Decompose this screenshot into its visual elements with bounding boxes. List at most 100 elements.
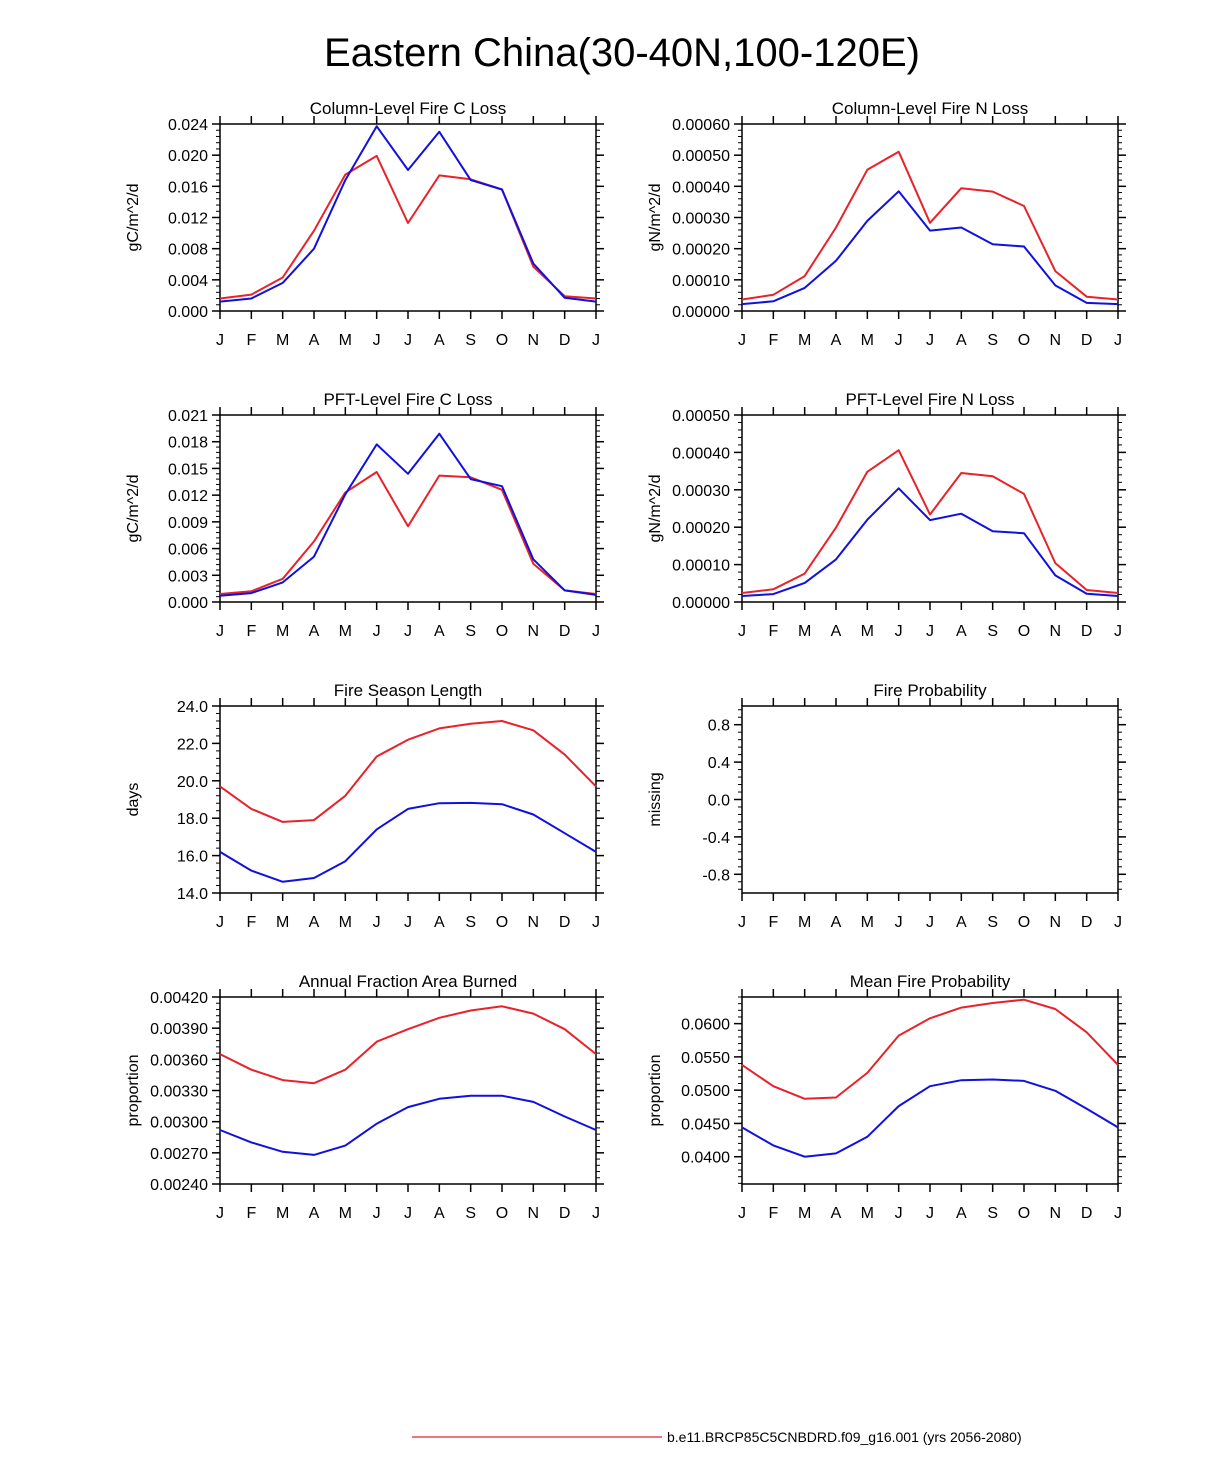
x-tick-label: S xyxy=(987,914,998,931)
y-tick-label: 0.024 xyxy=(168,117,208,134)
y-tick-label: 0.00040 xyxy=(672,445,730,462)
x-tick-label: J xyxy=(216,1205,224,1222)
x-tick-label: M xyxy=(276,914,289,931)
x-tick-label: F xyxy=(246,332,256,349)
y-tick-label: 0.0400 xyxy=(681,1150,730,1167)
series-line-blue xyxy=(219,801,597,883)
chart-panel-3: J F M A M J J A S O N D J 0.000 0.003 0.006 0.009 0.012 0.… xyxy=(125,390,604,640)
x-tick-label: S xyxy=(987,332,998,349)
y-axis-label: gC/m^2/d xyxy=(125,184,142,252)
x-tick-label: A xyxy=(434,1205,445,1222)
y-tick-label: 0.004 xyxy=(168,273,208,290)
y-tick-label: 0.00390 xyxy=(150,1021,208,1038)
y-tick-label: 0.021 xyxy=(168,408,208,425)
chart-title: PFT-Level Fire N Loss xyxy=(845,390,1014,409)
chart-panel-8: J F M A M J J A S O N D J 0.0400 0.0450 0.0500 0.0550 0.0… xyxy=(647,972,1126,1222)
y-tick-label: 0.0 xyxy=(708,793,730,810)
y-tick-label: 0.0600 xyxy=(681,1017,730,1034)
x-tick-label: M xyxy=(798,1205,811,1222)
plot-frame xyxy=(219,123,597,312)
y-tick-label: 0.012 xyxy=(168,488,208,505)
y-axis-label: days xyxy=(125,783,142,817)
x-tick-label: O xyxy=(496,914,508,931)
x-tick-label: A xyxy=(434,332,445,349)
x-tick-label: N xyxy=(1050,914,1062,931)
y-tick-label: 0.00020 xyxy=(672,242,730,259)
y-tick-label: 0.016 xyxy=(168,179,208,196)
x-tick-label: O xyxy=(496,623,508,640)
y-tick-label: 16.0 xyxy=(177,849,208,866)
series-line-red xyxy=(219,720,597,823)
y-axis-label: missing xyxy=(647,772,664,826)
y-tick-label: 0.018 xyxy=(168,435,208,452)
y-axis-label: proportion xyxy=(125,1054,142,1126)
x-tick-label: A xyxy=(309,623,320,640)
x-tick-label: N xyxy=(528,914,540,931)
y-tick-label: 0.0550 xyxy=(681,1050,730,1067)
x-tick-label: O xyxy=(1018,623,1030,640)
y-tick-label: 18.0 xyxy=(177,811,208,828)
y-tick-label: 0.0450 xyxy=(681,1116,730,1133)
x-tick-label: J xyxy=(1114,914,1122,931)
x-tick-label: J xyxy=(404,332,412,349)
x-tick-label: A xyxy=(434,623,445,640)
series-line-red xyxy=(219,1005,597,1085)
x-tick-label: A xyxy=(956,914,967,931)
x-tick-label: J xyxy=(592,914,600,931)
chart-title: Annual Fraction Area Burned xyxy=(299,972,517,991)
x-tick-label: D xyxy=(559,332,571,349)
y-tick-label: 0.00030 xyxy=(672,483,730,500)
y-tick-label: 0.00270 xyxy=(150,1146,208,1163)
x-tick-label: M xyxy=(276,623,289,640)
y-tick-label: 0.008 xyxy=(168,242,208,259)
y-tick-label: 0.020 xyxy=(168,148,208,165)
x-tick-label: J xyxy=(373,332,381,349)
x-tick-label: A xyxy=(309,332,320,349)
x-tick-label: M xyxy=(861,914,874,931)
x-tick-label: J xyxy=(926,1205,934,1222)
y-tick-label: 0.00360 xyxy=(150,1052,208,1069)
series-line-red xyxy=(219,471,597,595)
x-tick-label: J xyxy=(592,623,600,640)
x-tick-label: J xyxy=(404,914,412,931)
x-tick-label: O xyxy=(496,1205,508,1222)
x-tick-label: F xyxy=(246,914,256,931)
x-tick-label: J xyxy=(738,914,746,931)
legend: b.e11.BRCP85C5CNBDRD.f09_g16.001 (yrs 20… xyxy=(412,1429,1022,1445)
x-tick-label: J xyxy=(216,623,224,640)
x-tick-label: A xyxy=(956,332,967,349)
y-tick-label: 0.4 xyxy=(708,755,730,772)
y-tick-label: 0.00000 xyxy=(672,595,730,612)
series-line-blue xyxy=(741,1078,1119,1158)
x-tick-label: D xyxy=(559,914,571,931)
x-tick-label: F xyxy=(768,332,778,349)
x-tick-label: M xyxy=(861,1205,874,1222)
series-line-blue xyxy=(219,125,597,303)
y-tick-label: 14.0 xyxy=(177,886,208,903)
x-tick-label: A xyxy=(434,914,445,931)
x-tick-label: J xyxy=(216,332,224,349)
x-tick-label: D xyxy=(1081,1205,1093,1222)
plot-frame xyxy=(741,996,1119,1185)
series-line-red xyxy=(741,150,1119,301)
chart-panels: J F M A M J J A S O N D J 0.000 0.004 0.008 0.012 0.016 0.… xyxy=(125,99,1126,1222)
x-tick-label: J xyxy=(738,1205,746,1222)
chart-panel-6: J F M A M J J A S O N D J -0.8 -0.4 0.0 0.4 0.8 Fire Proba… xyxy=(647,681,1126,931)
x-tick-label: O xyxy=(1018,332,1030,349)
plot-frame xyxy=(741,705,1119,894)
x-tick-label: J xyxy=(926,914,934,931)
y-tick-label: 0.00050 xyxy=(672,148,730,165)
x-tick-label: J xyxy=(373,1205,381,1222)
x-tick-label: M xyxy=(861,332,874,349)
y-tick-label: 0.000 xyxy=(168,595,208,612)
x-tick-label: A xyxy=(831,623,842,640)
x-tick-label: M xyxy=(798,623,811,640)
x-tick-label: D xyxy=(1081,332,1093,349)
x-tick-label: M xyxy=(339,914,352,931)
x-tick-label: S xyxy=(465,332,476,349)
x-tick-label: N xyxy=(1050,1205,1062,1222)
x-tick-label: N xyxy=(528,332,540,349)
plot-frame xyxy=(219,996,597,1185)
chart-title: Column-Level Fire C Loss xyxy=(310,99,507,118)
y-tick-label: 0.8 xyxy=(708,718,730,735)
